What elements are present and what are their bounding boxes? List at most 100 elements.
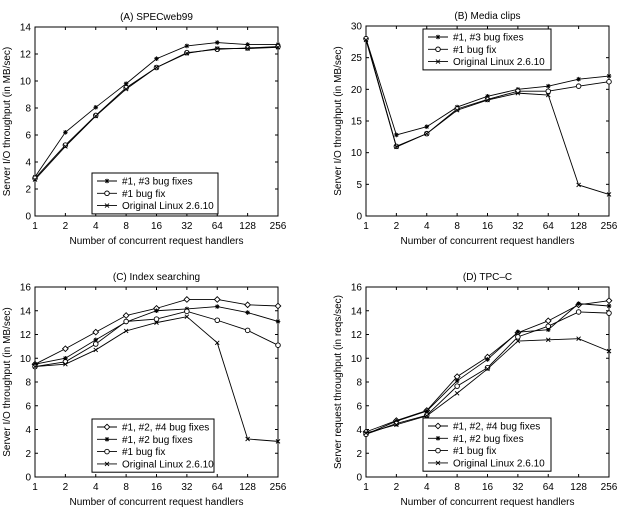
y-axis-label: Server I/O throughput (in MB/sec) — [2, 47, 13, 197]
series-3 — [363, 37, 612, 197]
data-point — [93, 347, 99, 353]
data-point — [545, 327, 551, 333]
y-tick-label: 12 — [351, 330, 363, 341]
data-point — [544, 317, 552, 325]
y-tick-label: 6 — [25, 401, 31, 412]
y-tick-label: 12 — [20, 330, 32, 341]
data-point — [515, 329, 521, 335]
x-tick-label: 1 — [363, 482, 369, 493]
x-tick-label: 2 — [394, 221, 400, 232]
data-point — [454, 390, 460, 396]
data-point — [32, 364, 38, 369]
x-tick-label: 32 — [181, 482, 193, 493]
chart-title: (A) SPECweb99 — [120, 12, 193, 23]
data-point — [214, 317, 220, 324]
data-point — [575, 83, 582, 89]
data-point — [123, 81, 129, 86]
data-point — [123, 318, 129, 325]
x-tick-label: 32 — [512, 482, 524, 493]
y-tick-label: 8 — [25, 378, 31, 389]
y-tick-label: 5 — [356, 180, 362, 191]
x-axis-label: Number of concurrent request handlers — [70, 497, 244, 508]
data-point — [275, 319, 281, 324]
legend-marker — [104, 190, 110, 197]
data-point — [606, 348, 612, 354]
legend-label: #1, #2, #4 bug fixes — [122, 423, 209, 434]
data-point — [394, 422, 399, 428]
x-tick-label: 32 — [512, 221, 524, 232]
data-point — [605, 297, 613, 305]
data-point — [213, 296, 221, 303]
legend: #1, #2, #4 bug fixes#1, #2 bug fixes#1 b… — [91, 418, 215, 473]
data-point — [214, 304, 220, 309]
legend-marker — [435, 46, 441, 53]
x-tick-label: 128 — [570, 221, 587, 232]
legend: #1, #2, #4 bug fixes#1, #2 bug fixes#1 b… — [422, 417, 552, 472]
data-point — [484, 365, 491, 371]
data-point — [214, 340, 220, 346]
subplot-1: (A) SPECweb99 Number of concurrent reques… — [2, 12, 287, 247]
legend-marker — [104, 448, 110, 455]
data-point — [274, 302, 282, 310]
legend-marker — [435, 59, 441, 64]
data-point — [244, 45, 251, 51]
y-tick-label: 4 — [25, 158, 31, 169]
data-point — [576, 76, 581, 82]
y-tick-label: 14 — [20, 306, 32, 317]
series-1 — [32, 40, 281, 180]
x-tick-label: 128 — [570, 482, 587, 493]
data-point — [485, 357, 490, 362]
series-3 — [32, 44, 281, 182]
data-point — [606, 192, 612, 197]
data-point — [424, 413, 430, 419]
data-point — [424, 131, 430, 136]
data-point — [575, 309, 582, 315]
data-point — [92, 328, 100, 336]
data-point — [275, 439, 281, 444]
y-tick-label: 16 — [351, 283, 363, 294]
data-point — [92, 112, 99, 119]
y-tick-label: 2 — [356, 449, 362, 460]
series-2 — [32, 43, 281, 181]
data-point — [424, 408, 430, 414]
data-point — [154, 308, 159, 314]
data-point — [184, 43, 190, 49]
data-point — [454, 383, 460, 389]
data-point — [606, 78, 612, 85]
data-point — [214, 46, 220, 51]
x-tick-label: 16 — [482, 221, 494, 232]
data-point — [62, 142, 69, 148]
data-point — [245, 42, 250, 47]
data-point — [363, 430, 369, 436]
legend-label: #1 bug fix — [453, 45, 496, 56]
data-point — [576, 301, 581, 306]
x-tick-label: 8 — [454, 221, 460, 232]
y-axis-label: Server request throughput (in reqs/sec) — [333, 295, 344, 469]
x-tick-label: 256 — [270, 482, 287, 493]
y-tick-label: 2 — [25, 449, 31, 460]
data-point — [244, 301, 252, 309]
x-tick-label: 1 — [32, 221, 38, 232]
chart-title: (C) Index searching — [113, 272, 200, 283]
y-tick-label: 10 — [20, 354, 32, 365]
data-point — [485, 366, 490, 372]
data-point — [123, 328, 129, 334]
data-point — [184, 308, 190, 315]
legend-box — [91, 418, 215, 473]
legend-label: Original Linux 2.6.10 — [122, 459, 214, 470]
y-tick-label: 4 — [356, 425, 362, 436]
subplot-3: (C) Index searching Number of concurrent … — [2, 272, 287, 508]
legend-label: #1, #3 bug fixes — [122, 177, 193, 188]
data-point — [545, 83, 551, 89]
legend-marker — [104, 437, 110, 442]
data-point — [92, 341, 99, 347]
data-point — [93, 337, 99, 343]
x-tick-label: 128 — [239, 482, 256, 493]
x-tick-label: 64 — [212, 221, 224, 232]
y-tick-label: 20 — [351, 85, 363, 96]
x-tick-label: 1 — [363, 221, 369, 232]
data-point — [32, 177, 38, 182]
y-tick-label: 4 — [25, 425, 31, 436]
y-axis-label: Server I/O throughput (in MB/sec) — [2, 307, 13, 457]
